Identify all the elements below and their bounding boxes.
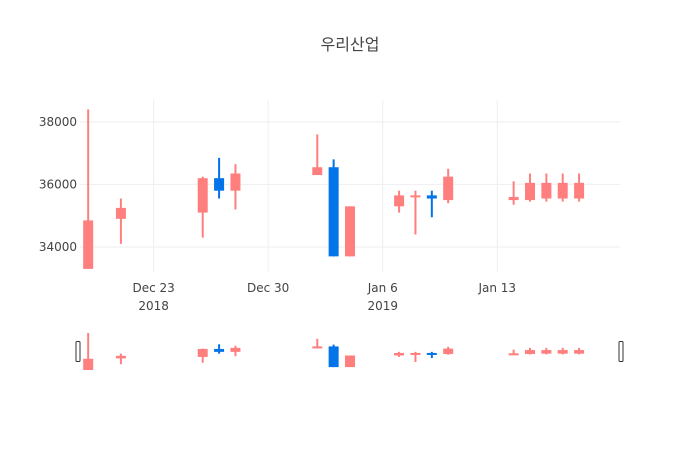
price-candle [525,173,535,202]
slider-candle-body [557,350,568,354]
price-candle [197,176,208,238]
price-candle-body [541,182,552,199]
x-tick-year-label: 2019 [367,299,398,313]
slider-candle-body [197,348,208,357]
slider-candle [83,333,94,370]
slider-candle [443,346,454,355]
price-candle-body [345,206,355,257]
slider-candle [508,349,519,356]
price-candle [443,168,454,204]
x-tick-label: Jan 13 [477,281,516,295]
slider-candle-body [410,352,421,355]
slider-candle-body [328,346,339,368]
range-slider[interactable] [75,333,624,370]
price-candle [394,190,405,213]
slider-right-handle[interactable] [618,341,624,362]
price-candle-body [508,196,519,201]
slider-candle-body [345,355,355,368]
price-candle [115,198,126,244]
slider-candle-body [508,353,519,356]
slider-candle-body [525,350,535,355]
price-candle [426,190,437,218]
x-tick-label: Jan 6 [367,281,398,295]
slider-candle-body [230,347,241,352]
price-candle [328,159,339,257]
price-candle-body [426,195,437,199]
price-candle-body [394,195,405,207]
price-candle-body [574,182,585,199]
price-candle-body [328,167,339,257]
price-candle-body [230,173,241,191]
price-candle [83,109,94,269]
price-candle [345,206,355,257]
price-candle [508,181,519,205]
slider-candle [525,347,535,355]
slider-left-handle[interactable] [75,341,81,362]
price-candle [410,190,421,235]
y-tick-label: 34000 [39,240,77,254]
slider-candle [230,345,241,357]
x-axis: Dec 23 2018 Dec 30 Jan 6 2019 Jan 13 [132,281,516,313]
slider-candle [312,338,323,349]
price-candle [214,157,225,199]
price-candle [557,173,568,202]
price-candle-body [443,176,454,201]
candles [83,109,585,269]
price-candle-body [410,195,421,198]
slider-candle-body [214,348,225,352]
slider-candle [328,344,339,368]
price-candle [541,173,552,202]
price-candle-body [525,182,535,201]
y-tick-label: 36000 [39,177,77,191]
slider-candle [345,355,355,368]
price-candle [574,173,585,202]
slider-candle-body [115,355,126,359]
slider-candle-body [426,352,437,355]
slider-candle [394,351,405,357]
price-candle-body [197,178,208,213]
price-candle-body [312,167,323,176]
price-candle-body [115,207,126,219]
price-candle-body [557,182,568,199]
slider-candle [574,347,585,355]
slider-candle [197,348,208,363]
slider-candle [410,351,421,363]
slider-candle-body [541,350,552,354]
price-candle-body [214,178,225,191]
chart-title: 우리산업 [321,35,380,54]
slider-candle-body [574,350,585,354]
price-candle-body [83,220,94,269]
price-candle [312,134,323,176]
slider-candle [214,344,225,354]
slider-candle-body [394,352,405,356]
price-candle [230,164,241,210]
slider-candle-body [312,346,323,349]
y-tick-label: 38000 [39,115,77,129]
slider-candle [115,353,126,365]
slider-candle [541,347,552,355]
slider-candle [426,351,437,359]
x-tick-year-label: 2018 [138,299,169,313]
slider-candle-body [83,358,94,370]
y-axis: 34000 36000 38000 [39,115,77,254]
x-tick-label: Dec 23 [132,281,174,295]
slider-candle [557,347,568,355]
slider-candle-body [443,348,454,355]
x-tick-label: Dec 30 [247,281,289,295]
